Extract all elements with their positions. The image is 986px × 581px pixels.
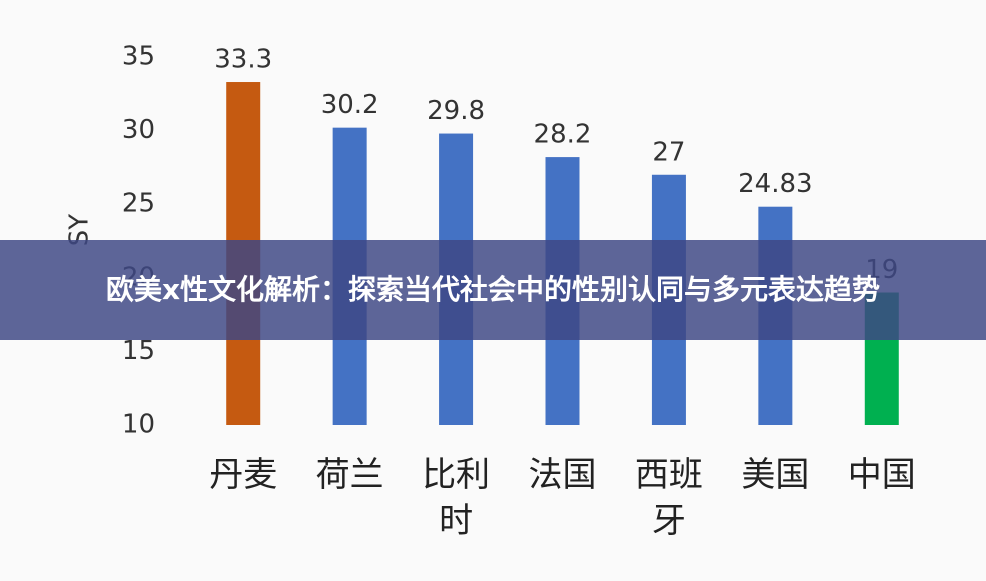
value-label: 24.83 <box>738 169 812 199</box>
y-tick-label: 25 <box>122 189 155 219</box>
x-tick-label: 西班牙 <box>634 455 703 541</box>
value-label: 29.8 <box>427 96 485 126</box>
x-tick-label: 丹麦 <box>209 455 278 495</box>
x-tick-label: 中国 <box>847 455 916 495</box>
value-label: 28.2 <box>534 120 592 150</box>
y-tick-label: 30 <box>122 115 155 145</box>
y-tick-label: 10 <box>122 410 155 440</box>
x-tick-label: 比利时 <box>422 455 491 541</box>
overlay-title: 欧美x性文化解析：探索当代社会中的性别认同与多元表达趋势 <box>0 240 986 340</box>
x-tick-label: 法国 <box>528 455 597 495</box>
x-tick-label: 美国 <box>741 455 810 495</box>
value-label: 30.2 <box>321 90 379 120</box>
y-tick-label: 35 <box>122 42 155 72</box>
y-tick-label: 15 <box>122 336 155 366</box>
value-label: 27 <box>652 137 685 167</box>
x-tick-label: 荷兰 <box>315 455 384 495</box>
value-label: 33.3 <box>214 45 272 75</box>
